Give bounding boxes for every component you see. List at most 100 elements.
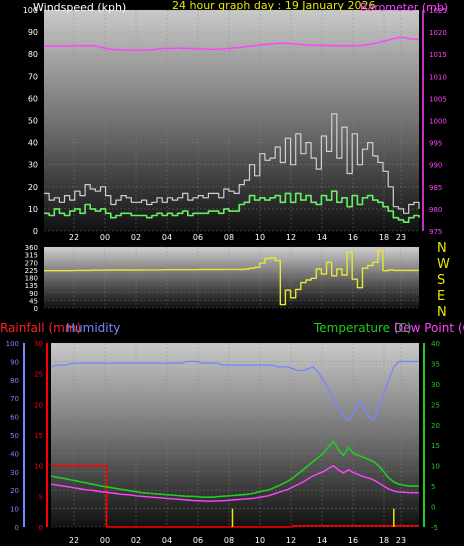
x-tick-label: 02 xyxy=(131,233,141,242)
humidity-tick-label: 20 xyxy=(10,487,19,495)
dewpoint-axis-label: Dew Point (C) xyxy=(394,321,464,335)
wind-series xyxy=(44,36,420,223)
barometer-tick-label: 1000 xyxy=(429,118,447,126)
x-tick-label: 00 xyxy=(100,233,110,242)
x-tick-label: 12 xyxy=(286,536,296,545)
x-tick-label: 18 xyxy=(379,536,389,545)
average-wind-line xyxy=(44,190,420,223)
x-tick-label: 02 xyxy=(131,536,141,545)
barometer-tick-label: 1015 xyxy=(429,51,447,59)
wind-grid xyxy=(44,9,419,232)
x-tick-label: 12 xyxy=(286,233,296,242)
temperature-tick-label: 15 xyxy=(431,442,440,450)
humidity-axis-label: Humidity xyxy=(66,321,120,335)
temperature-tick-label: 5 xyxy=(431,483,435,491)
temperature-tick-label: -5 xyxy=(431,524,438,532)
x-tick-label: 10 xyxy=(255,536,265,545)
direction-tick-label: 270 xyxy=(25,259,38,267)
direction-tick-label: 180 xyxy=(25,275,38,283)
wind-barometer-panel: 0102030405060708090100975980985990995100… xyxy=(23,6,447,242)
rainfall-tick-label: 0 xyxy=(39,524,43,532)
compass-s: S xyxy=(437,273,445,288)
humidity-tick-label: 10 xyxy=(10,506,19,514)
temperature-tick-label: 10 xyxy=(431,463,440,471)
rainfall-tick-label: 10 xyxy=(34,463,43,471)
temperature-axis-label: Temperature (C) xyxy=(313,321,412,335)
direction-tick-label: 0 xyxy=(34,305,38,313)
barometer-line xyxy=(44,36,419,51)
temperature-tick-label: 35 xyxy=(431,360,440,368)
windspeed-tick-label: 0 xyxy=(33,227,38,236)
x-tick-label: 22 xyxy=(69,536,79,545)
temperature-tick-label: 20 xyxy=(431,422,440,430)
windspeed-tick-label: 80 xyxy=(28,50,38,59)
windspeed-tick-label: 90 xyxy=(28,28,38,37)
barometer-tick-label: 1025 xyxy=(429,7,447,15)
barometer-axis-label: Barometer (mb) xyxy=(360,1,448,14)
humidity-tick-label: 100 xyxy=(6,340,19,348)
temperature-tick-label: 40 xyxy=(431,340,440,348)
barometer-tick-label: 1005 xyxy=(429,95,447,103)
barometer-tick-label: 1010 xyxy=(429,73,447,81)
x-tick-label: 04 xyxy=(162,233,172,242)
humidity-line xyxy=(50,360,419,421)
direction-series xyxy=(44,249,419,306)
compass-labels: N W S E N xyxy=(437,241,450,320)
direction-tick-label: 360 xyxy=(25,244,38,252)
windspeed-tick-label: 70 xyxy=(28,72,38,81)
wind-axis-ticks: 0102030405060708090100975980985990995100… xyxy=(23,6,447,242)
compass-n-top: N xyxy=(437,241,447,256)
windspeed-tick-label: 10 xyxy=(28,205,38,214)
x-tick-label: 23 xyxy=(396,536,406,545)
x-tick-label: 04 xyxy=(162,536,172,545)
humidity-tick-label: 30 xyxy=(10,469,19,477)
x-tick-label: 14 xyxy=(317,233,327,242)
rainfall-tick-label: 20 xyxy=(34,401,43,409)
rainfall-tick-label: 25 xyxy=(34,371,43,379)
temperature-panel: 0102030405060708090100051015202530-50510… xyxy=(6,340,440,545)
rainfall-tick-label: 15 xyxy=(34,432,43,440)
x-tick-label: 16 xyxy=(348,233,358,242)
direction-tick-label: 45 xyxy=(29,297,38,305)
windspeed-tick-label: 50 xyxy=(28,117,38,126)
direction-tick-label: 135 xyxy=(25,282,38,290)
x-tick-label: 08 xyxy=(224,536,234,545)
humidity-tick-label: 50 xyxy=(10,432,19,440)
direction-grid xyxy=(44,246,419,309)
direction-tick-label: 225 xyxy=(25,267,38,275)
humidity-tick-label: 90 xyxy=(10,358,19,366)
compass-e: E xyxy=(437,289,445,304)
x-tick-label: 10 xyxy=(255,233,265,242)
humidity-tick-label: 70 xyxy=(10,395,19,403)
direction-tick-label: 315 xyxy=(25,252,38,260)
rainfall-axis-label: Rainfall (mm) xyxy=(0,321,81,335)
compass-w: W xyxy=(437,257,450,272)
x-tick-label: 06 xyxy=(193,233,203,242)
x-tick-label: 18 xyxy=(379,233,389,242)
temperature-series xyxy=(50,360,419,528)
dewpoint-line xyxy=(50,465,419,502)
barometer-tick-label: 980 xyxy=(429,206,442,214)
rainfall-line xyxy=(51,464,419,528)
temperature-line xyxy=(50,440,419,498)
x-tick-label: 06 xyxy=(193,536,203,545)
humidity-tick-label: 40 xyxy=(10,450,19,458)
barometer-tick-label: 975 xyxy=(429,228,442,236)
temperature-tick-label: 30 xyxy=(431,381,440,389)
x-tick-label: 22 xyxy=(69,233,79,242)
gust-line xyxy=(44,113,420,214)
direction-tick-label: 90 xyxy=(29,290,38,298)
humidity-tick-label: 60 xyxy=(10,414,19,422)
windspeed-tick-label: 60 xyxy=(28,94,38,103)
barometer-tick-label: 1020 xyxy=(429,29,447,37)
barometer-tick-label: 990 xyxy=(429,162,442,170)
x-tick-label: 16 xyxy=(348,536,358,545)
rainfall-tick-label: 5 xyxy=(39,493,43,501)
temperature-tick-label: 0 xyxy=(431,504,435,512)
temperature-tick-label: 25 xyxy=(431,401,440,409)
windspeed-axis-label: Windspeed (kph) xyxy=(33,1,126,14)
x-tick-label: 14 xyxy=(317,536,327,545)
